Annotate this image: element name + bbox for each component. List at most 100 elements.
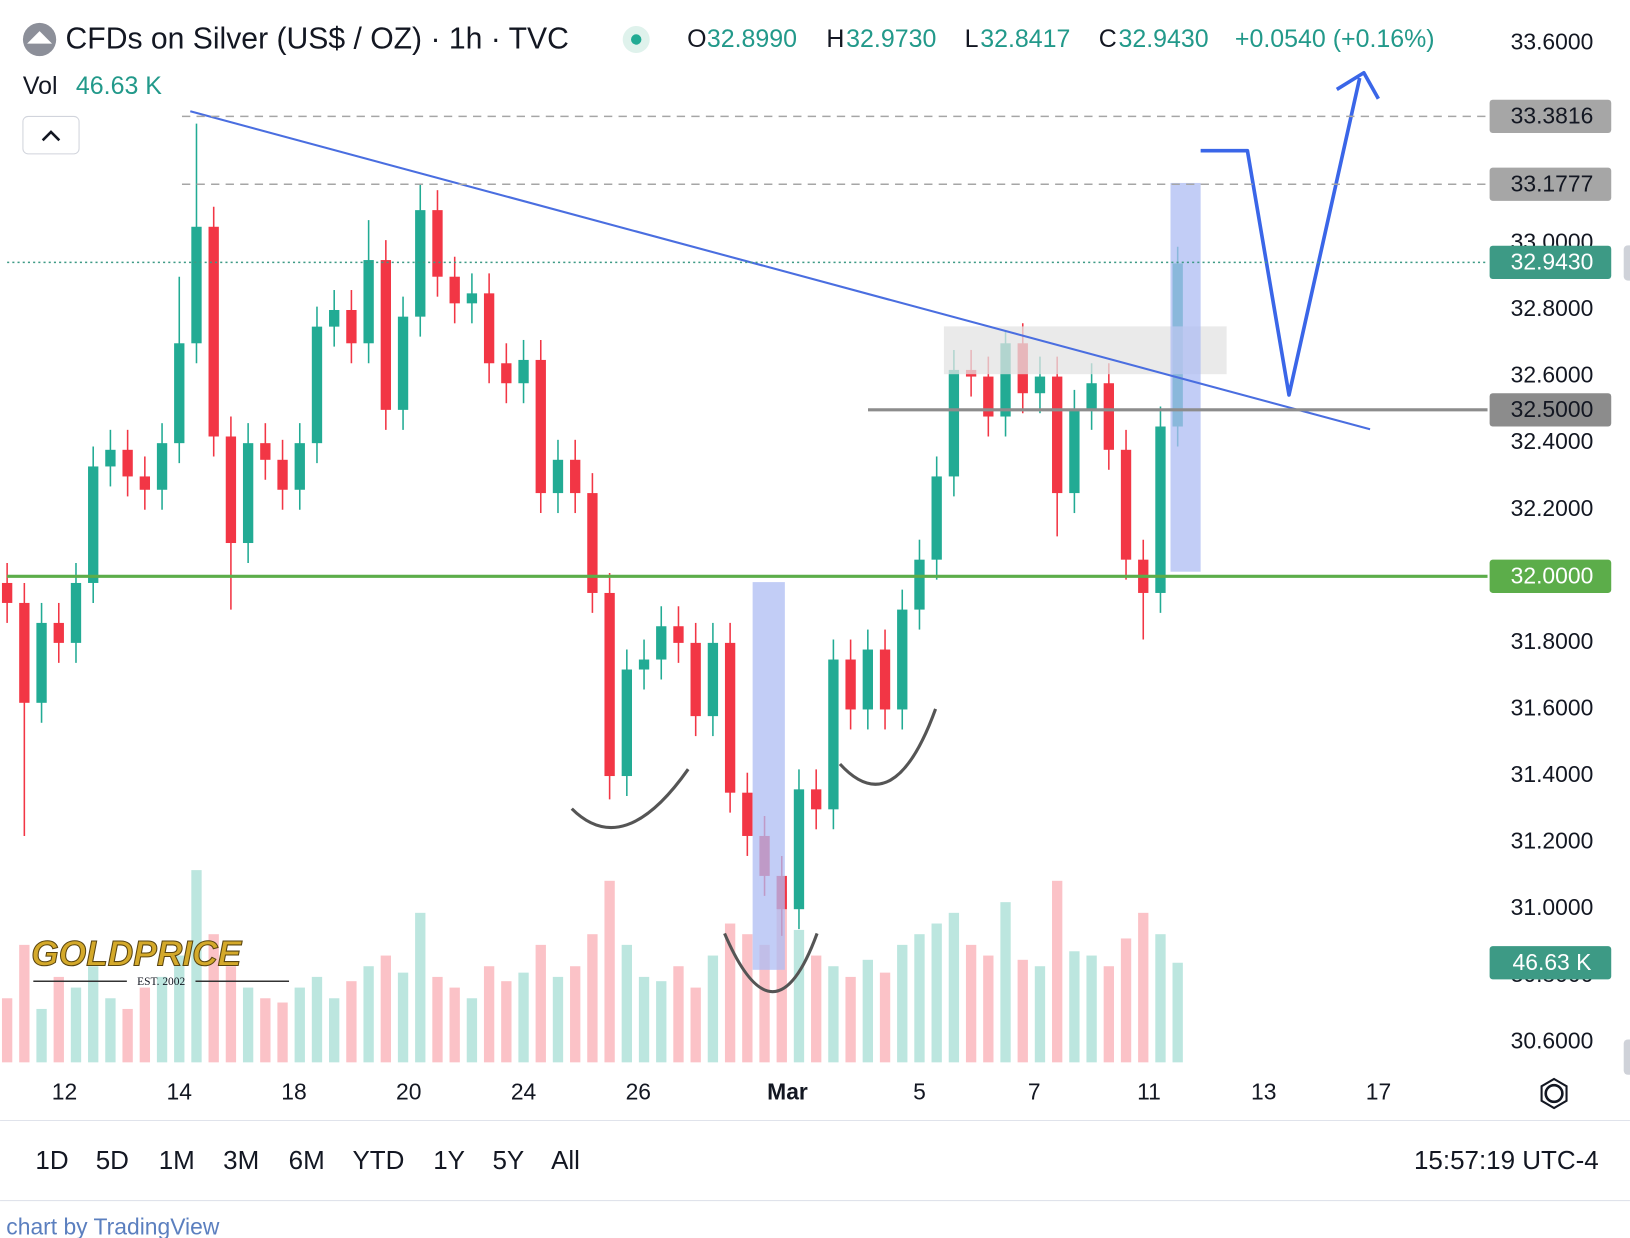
- volume-bar: [552, 976, 564, 1063]
- volume-bar: [1, 998, 13, 1063]
- volume-bar: [36, 1008, 47, 1063]
- candle-body: [793, 789, 805, 910]
- settings-icon[interactable]: [1544, 1083, 1564, 1104]
- volume-bar: [466, 998, 478, 1063]
- collapse-icon: [41, 130, 61, 142]
- range-button[interactable]: 5Y: [492, 1145, 524, 1175]
- volume-bar: [88, 966, 99, 1063]
- volume-bar: [294, 987, 305, 1063]
- candle-body: [329, 309, 340, 327]
- range-button[interactable]: YTD: [352, 1145, 404, 1175]
- settings-icon[interactable]: [1540, 1077, 1568, 1110]
- range-button[interactable]: 1D: [35, 1145, 68, 1175]
- volume-bar: [1000, 902, 1011, 1063]
- range-button[interactable]: All: [551, 1145, 580, 1175]
- candle-body: [552, 459, 564, 494]
- volume-badge-label: 46.63 K: [1513, 949, 1592, 975]
- range-button[interactable]: 1M: [159, 1145, 195, 1175]
- candle-body: [1086, 383, 1097, 410]
- x-tick-label: 20: [396, 1079, 421, 1105]
- volume-bar: [277, 1002, 288, 1063]
- x-tick-label: 5: [913, 1079, 926, 1105]
- volume-bar: [879, 972, 891, 1063]
- collapse-button[interactable]: [22, 115, 80, 155]
- candle-body: [260, 443, 271, 460]
- candle-body: [397, 316, 409, 410]
- marks: [1, 123, 1183, 1063]
- volume-bar: [122, 1008, 133, 1063]
- candle-body: [36, 622, 47, 703]
- candle-body: [1, 582, 13, 603]
- candle-body: [311, 326, 323, 444]
- range-button[interactable]: 5D: [96, 1145, 129, 1175]
- volume-bar: [432, 976, 443, 1063]
- volume-bar: [53, 976, 64, 1063]
- volume-name: Vol: [23, 72, 58, 100]
- candle-body: [707, 642, 719, 717]
- candle-body: [191, 226, 202, 344]
- candle-body: [501, 363, 512, 384]
- price-badge: [1489, 167, 1612, 201]
- candle-body: [948, 369, 960, 477]
- volume-bar: [673, 966, 684, 1063]
- shoulder-arc: [570, 768, 690, 830]
- ohlc-value: 32.9730: [846, 25, 936, 53]
- volume-bar: [518, 972, 529, 1063]
- price-badge-label: 32.0000: [1511, 562, 1594, 588]
- candle-body: [53, 622, 64, 643]
- candle-body: [673, 626, 684, 643]
- candle-body: [690, 642, 701, 717]
- volume-bar: [311, 976, 323, 1063]
- volume-bar: [621, 944, 632, 1063]
- candle-body: [862, 649, 873, 710]
- price-badge-label: 33.3816: [1511, 102, 1594, 128]
- y-tick-label: 32.2000: [1511, 495, 1594, 521]
- candle-body: [1069, 409, 1080, 494]
- x-tick-label: 7: [1028, 1079, 1041, 1105]
- highlight-bar: [752, 582, 785, 970]
- range-button[interactable]: 1Y: [433, 1145, 465, 1175]
- price-badge-label: 32.5000: [1511, 396, 1594, 422]
- candle-body: [380, 260, 392, 410]
- x-tick-label: 18: [281, 1079, 306, 1105]
- candle-body: [638, 659, 650, 670]
- chart-title: CFDs on Silver (US$ / OZ) · 1h · TVC: [66, 23, 569, 56]
- volume-bar: [225, 966, 237, 1063]
- range-button[interactable]: 6M: [289, 1145, 325, 1175]
- price-badge: [1489, 99, 1612, 134]
- volume-bar: [690, 987, 701, 1063]
- ohlc-value: 32.9430: [1119, 25, 1209, 53]
- volume-bar: [449, 987, 460, 1063]
- volume-bar: [501, 981, 512, 1063]
- symbol-logo: [27, 31, 53, 44]
- volume-bar: [914, 934, 925, 1063]
- volume-bar: [363, 966, 374, 1063]
- volume-bar: [380, 955, 392, 1063]
- scale-tab: [1623, 1039, 1630, 1075]
- volume-bar: [1069, 951, 1080, 1063]
- candle-body: [363, 260, 374, 344]
- price-badge-label: 33.1777: [1511, 170, 1594, 196]
- volume-bar: [1034, 966, 1046, 1063]
- candle-body: [242, 443, 254, 544]
- x-tick-label: Mar: [767, 1079, 808, 1105]
- ohlc-key: O: [687, 25, 706, 53]
- volume-bar: [948, 912, 960, 1063]
- volume-bar: [346, 981, 357, 1063]
- volume-bar: [638, 976, 650, 1063]
- candle-body: [879, 649, 891, 710]
- candle-body: [105, 449, 116, 467]
- price-badge: [1489, 559, 1612, 593]
- candle-body: [1034, 376, 1046, 394]
- x-tick-label: 11: [1137, 1079, 1161, 1105]
- candle-body: [483, 293, 495, 364]
- volume-bar: [139, 987, 151, 1063]
- candle-body: [449, 276, 460, 304]
- candle-body: [466, 293, 478, 304]
- candle-body: [724, 642, 736, 793]
- range-button[interactable]: 3M: [223, 1145, 259, 1175]
- status-dot: [631, 34, 642, 45]
- price-badge: [1489, 245, 1612, 280]
- volume-bar: [587, 934, 598, 1063]
